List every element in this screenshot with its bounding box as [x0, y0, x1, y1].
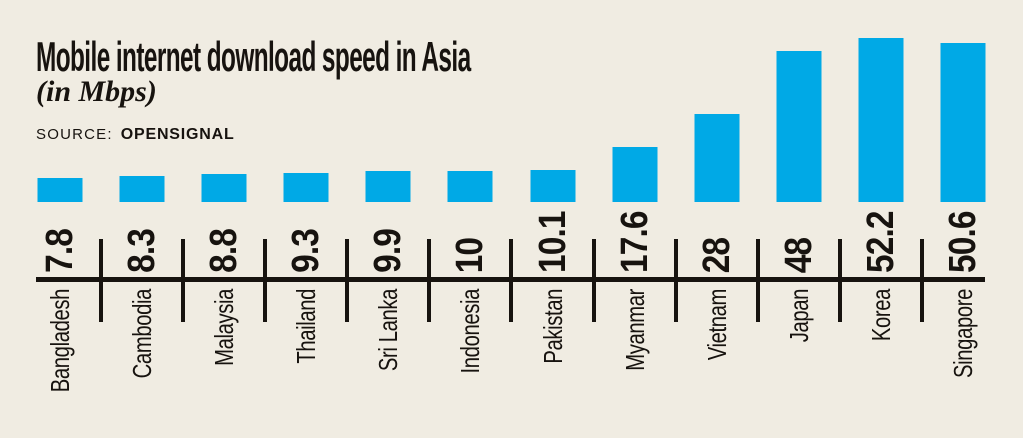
value-label-text: 8.8	[203, 229, 246, 273]
country-label: Indonesia	[455, 289, 486, 397]
value-label: 7.8	[39, 223, 82, 273]
country-label: Japan	[783, 289, 814, 357]
bar	[447, 171, 493, 202]
country-label-text: Singapore	[947, 289, 978, 378]
country-label: Korea	[865, 289, 896, 356]
value-label-text: 10.1	[531, 211, 574, 273]
country-label-text: Malaysia	[209, 289, 240, 366]
bar	[530, 170, 575, 202]
value-label: 52.2	[859, 203, 902, 273]
country-label-text: Sri Lanka	[373, 289, 404, 372]
source-label: SOURCE:	[36, 126, 113, 143]
bar	[612, 147, 658, 202]
country-label: Pakistan	[537, 289, 568, 385]
country-label-text: Myanmar	[619, 289, 650, 371]
country-label-text: Japan	[783, 289, 814, 343]
bar-chart: 7.8 Bangladesh 8.3 Cambodia 8.8 Malaysia…	[19, 0, 1004, 438]
value-label: 50.6	[941, 203, 984, 273]
source-line: SOURCE: OPENSIGNAL	[36, 126, 235, 144]
bar-column: 48 Japan	[758, 0, 842, 438]
value-label: 9.3	[285, 223, 328, 273]
bar-column: 52.2 Korea	[840, 0, 924, 438]
country-label: Thailand	[291, 289, 322, 385]
bar	[283, 173, 329, 202]
bar-column: 8.3 Cambodia	[101, 0, 186, 438]
value-label-text: 9.9	[367, 229, 410, 273]
country-label-text: Indonesia	[455, 289, 486, 374]
bar-column: 9.3 Thailand	[265, 0, 350, 438]
bar-column: 17.6 Myanmar	[594, 0, 678, 438]
value-label: 28	[695, 233, 738, 273]
bar	[37, 178, 83, 202]
bar	[694, 114, 740, 202]
country-label-text: Thailand	[291, 289, 322, 364]
value-label: 9.9	[367, 223, 410, 273]
country-label: Cambodia	[127, 289, 158, 404]
x-axis-line	[36, 277, 985, 282]
bar	[201, 174, 247, 202]
country-label-text: Cambodia	[127, 289, 158, 379]
value-label-text: 9.3	[285, 229, 328, 273]
country-label-text: Vietnam	[701, 289, 732, 361]
chart-subtitle: (in Mbps)	[36, 75, 157, 108]
bar-column: 28 Vietnam	[676, 0, 760, 438]
bar-column: 7.8 Bangladesh	[19, 0, 104, 438]
value-label-text: 50.6	[941, 211, 984, 273]
bar	[119, 176, 165, 202]
bar-column: 9.9 Sri Lanka	[347, 0, 432, 438]
bar-column: 50.6 Singapore	[922, 0, 1004, 438]
value-label-text: 8.3	[121, 229, 164, 273]
value-label-text: 10	[449, 237, 492, 273]
value-label: 17.6	[613, 203, 656, 273]
country-label-text: Bangladesh	[45, 289, 76, 393]
country-label: Myanmar	[619, 289, 650, 394]
country-label: Malaysia	[209, 289, 240, 388]
value-label-text: 17.6	[613, 211, 656, 273]
value-label-text: 48	[777, 237, 820, 273]
value-label-text: 7.8	[39, 229, 82, 273]
bar	[940, 43, 986, 202]
country-label: Bangladesh	[45, 289, 76, 421]
country-label-text: Korea	[865, 289, 896, 342]
bar-column: 10 Indonesia	[429, 0, 514, 438]
country-label: Vietnam	[701, 289, 732, 380]
bar-column: 8.8 Malaysia	[183, 0, 268, 438]
value-label: 10.1	[531, 203, 574, 273]
value-label: 8.8	[203, 223, 246, 273]
bar	[858, 38, 904, 202]
bar	[365, 171, 411, 202]
country-label: Singapore	[947, 289, 978, 403]
value-label-text: 52.2	[859, 211, 902, 273]
value-label: 8.3	[121, 223, 164, 273]
source-value: OPENSIGNAL	[120, 126, 235, 143]
value-label-text: 28	[695, 237, 738, 273]
bar	[776, 51, 822, 202]
value-label: 10	[449, 233, 492, 273]
value-label: 48	[777, 233, 820, 273]
bar-column: 10.1 Pakistan	[511, 0, 596, 438]
chart-title: Mobile internet download speed in Asia	[36, 33, 471, 80]
country-label-text: Pakistan	[537, 289, 568, 364]
country-label: Sri Lanka	[373, 289, 404, 394]
